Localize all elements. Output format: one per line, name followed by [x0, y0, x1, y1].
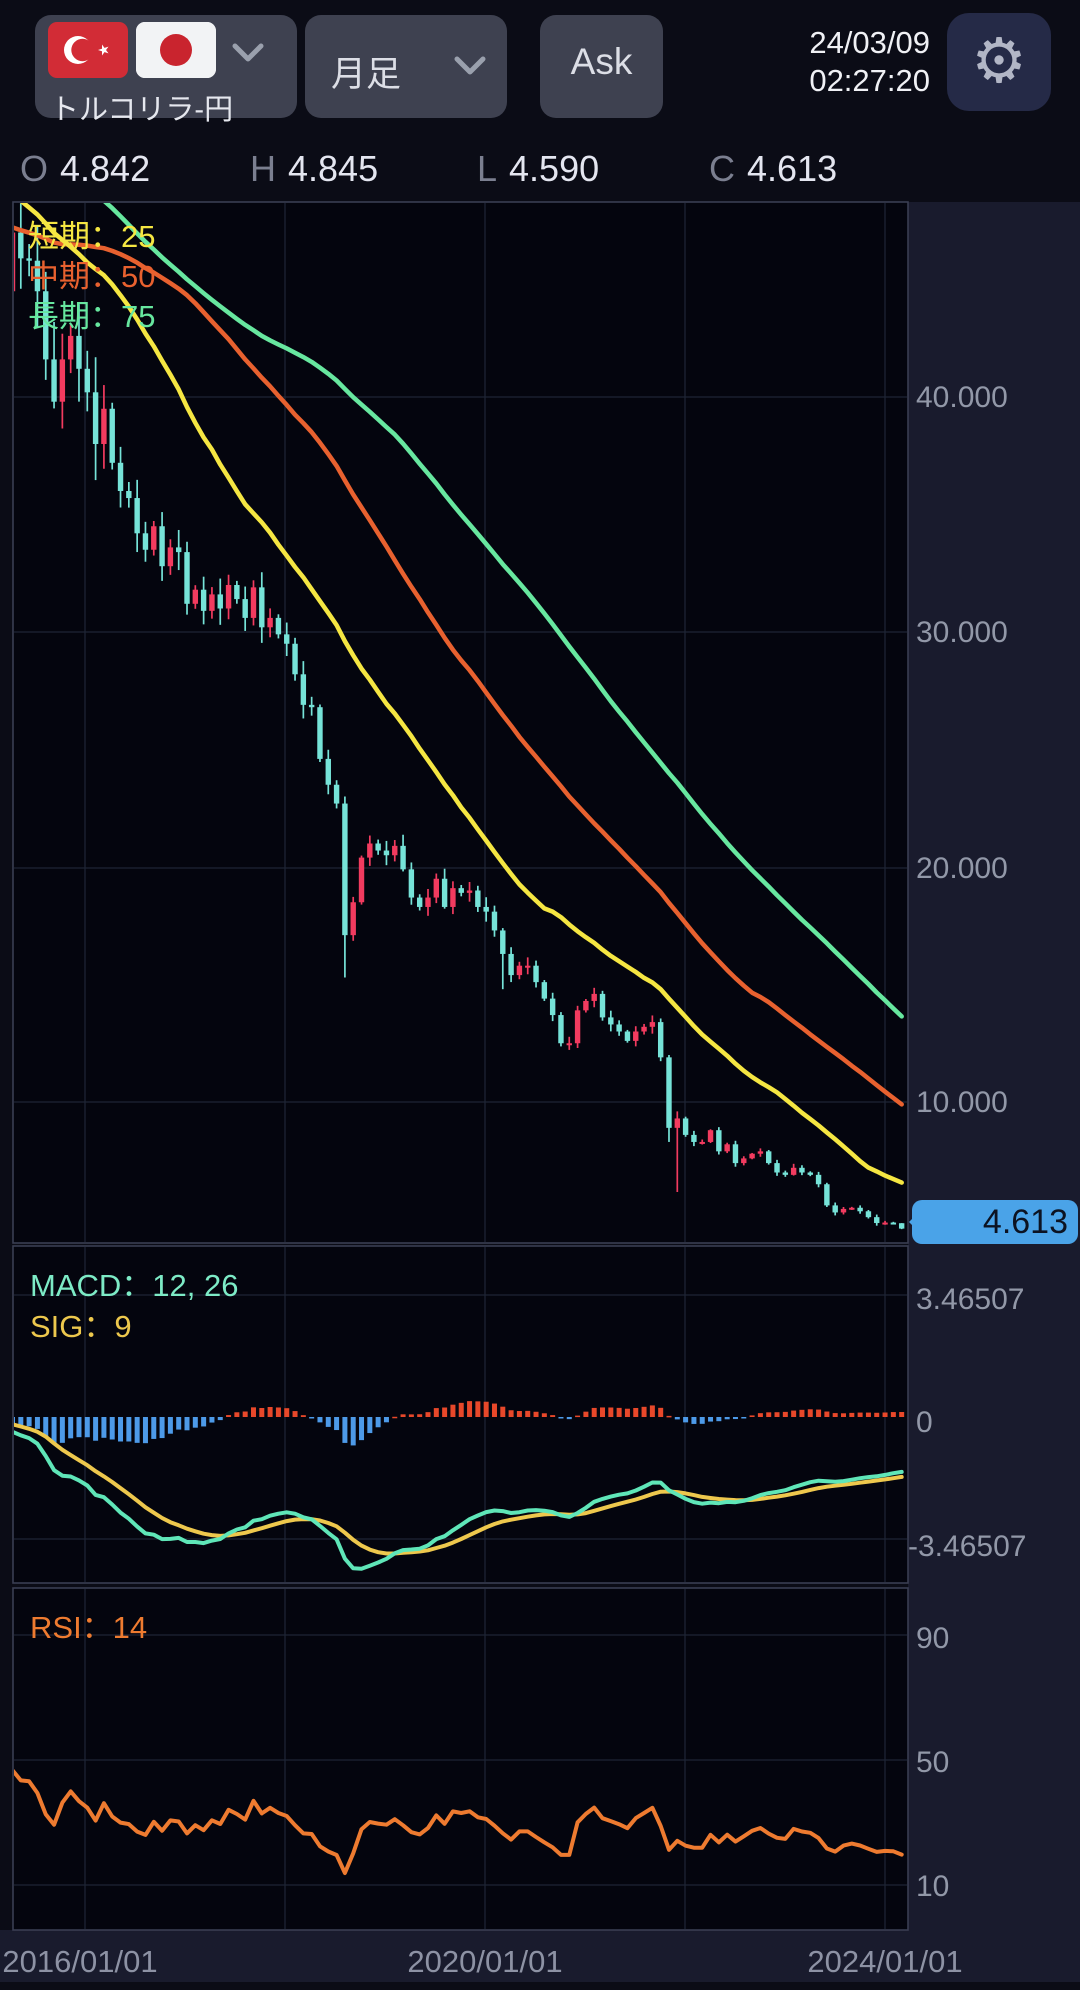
- ohlc-open: O 4.842: [20, 148, 150, 190]
- ma-short-legend: 短期：25: [28, 219, 156, 254]
- low-value: 4.590: [509, 148, 600, 189]
- settings-button[interactable]: ⚙: [947, 13, 1051, 111]
- macd-axis-label-neg: -3.46507: [908, 1530, 1027, 1563]
- chevron-down-icon: [231, 42, 265, 69]
- high-label: H: [250, 148, 276, 189]
- price-axis-label-10: 10.000: [916, 1086, 1008, 1119]
- turkey-flag-icon: [48, 22, 128, 78]
- x-axis-label-2024: 2024/01/01: [807, 1944, 963, 1979]
- rsi-axis-label-50: 50: [916, 1746, 950, 1779]
- current-price-badge: 4.613: [909, 1200, 1078, 1244]
- low-label: L: [477, 148, 498, 189]
- ask-button[interactable]: Ask: [540, 15, 663, 118]
- rsi-axis-label-10: 10: [916, 1870, 950, 1903]
- sig-legend: SIG：9: [30, 1309, 132, 1344]
- ohlc-low: L 4.590: [477, 148, 599, 190]
- japan-flag-icon: [136, 22, 216, 78]
- rsi-axis-label-90: 90: [916, 1622, 950, 1655]
- ma-mid-legend: 中期：50: [28, 259, 156, 294]
- bottom-edge: [0, 1982, 1080, 1990]
- close-value: 4.613: [747, 148, 838, 189]
- timeframe-select[interactable]: 月足: [305, 15, 507, 118]
- high-value: 4.845: [288, 148, 379, 189]
- price-axis-label-30: 30.000: [916, 616, 1008, 649]
- datetime-display: 24/03/09 02:27:20: [690, 24, 930, 100]
- macd-legend: MACD：12, 26: [30, 1268, 239, 1303]
- pair-selector-button[interactable]: トルコリラ-円: [35, 15, 297, 126]
- x-axis-label-2016: 2016/01/01: [2, 1944, 158, 1979]
- price-axis-label-20: 20.000: [916, 852, 1008, 885]
- open-value: 4.842: [60, 148, 151, 189]
- ohlc-close: C 4.613: [709, 148, 837, 190]
- chevron-down-icon: [453, 55, 487, 82]
- gear-icon: ⚙: [971, 27, 1027, 96]
- rsi-legend: RSI：14: [30, 1610, 148, 1645]
- time-text: 02:27:20: [809, 63, 930, 98]
- date-text: 24/03/09: [809, 25, 930, 60]
- ask-button-label: Ask: [570, 41, 633, 82]
- x-axis-label-2020: 2020/01/01: [407, 1944, 563, 1979]
- macd-axis-label-zero: 0: [916, 1406, 933, 1439]
- date-axis-background: [0, 1930, 1080, 1982]
- ohlc-high: H 4.845: [250, 148, 378, 190]
- price-axis-background: [908, 202, 1080, 1982]
- macd-axis-label-pos: 3.46507: [916, 1283, 1025, 1316]
- pair-label: トルコリラ-円: [50, 94, 234, 126]
- timeframe-value: 月足: [331, 55, 402, 94]
- price-axis-label-40: 40.000: [916, 381, 1008, 414]
- close-label: C: [709, 148, 735, 189]
- ma-long-legend: 長期：75: [28, 299, 156, 334]
- open-label: O: [20, 148, 49, 189]
